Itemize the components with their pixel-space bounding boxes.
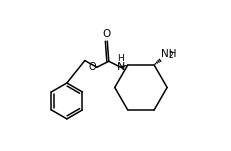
Polygon shape — [120, 65, 128, 69]
Text: NH: NH — [161, 49, 176, 59]
Text: 2: 2 — [168, 51, 173, 60]
Text: H: H — [117, 54, 124, 63]
Text: O: O — [102, 29, 111, 39]
Text: N: N — [117, 62, 125, 72]
Text: O: O — [88, 62, 96, 72]
